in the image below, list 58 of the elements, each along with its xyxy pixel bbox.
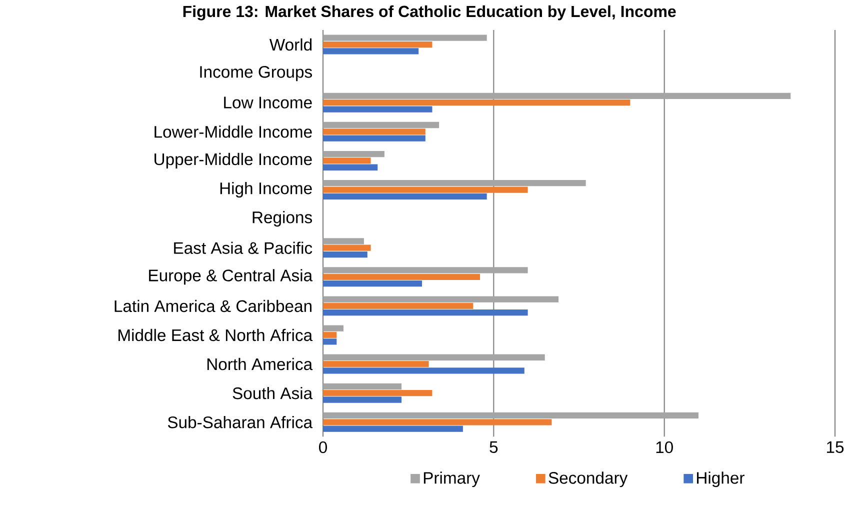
y-tick-label: Upper-Middle Income [154,152,312,168]
y-tick-label: Latin America & Caribbean [114,300,312,312]
bar [323,274,480,280]
bar [323,186,528,193]
y-tick-label: Europe & Central Asia [149,269,313,285]
bar [323,106,432,112]
y-tick-label: Low Income [224,96,312,108]
bar [323,193,487,200]
x-tick-label: 0 [319,441,327,454]
bar [323,360,429,368]
bar [323,296,559,302]
bar [323,338,337,345]
bar [323,34,487,41]
bar [323,368,524,374]
bar [323,390,432,396]
y-tick-label: East Asia & Pacific [174,242,312,254]
bar [323,164,378,170]
y-tick-label: Middle East & North Africa [118,328,313,342]
bar [323,383,402,390]
y-tick-label: Sub-Saharan Africa [168,416,313,428]
x-tick-label: 15 [827,441,844,453]
bar [323,135,426,142]
bar [323,122,440,128]
legend-label: Higher [697,472,744,488]
bar [323,426,463,432]
bar [323,280,422,287]
y-tick-label: South Asia [232,386,313,400]
bar [323,325,344,332]
bar [323,150,384,158]
legend-label: Primary [424,472,480,488]
bar [323,180,586,186]
chart-title: Figure 13: Market Shares of Catholic Education by Level, Income [183,5,676,20]
bar [323,332,337,338]
y-tick-label: High Income [220,182,312,198]
bar [323,100,630,106]
bar [323,302,474,310]
bar [323,92,791,100]
bar [323,267,528,274]
bar [323,158,371,164]
bar [323,310,528,316]
bar [323,354,545,360]
bar [323,396,402,403]
y-tick-label: Income Groups [200,66,312,82]
bar [323,412,698,419]
bar [323,128,426,135]
x-tick-label: 10 [656,441,673,454]
y-tick-label: Regions [252,211,312,227]
x-tick-label: 5 [490,441,498,453]
bar [323,244,371,251]
bar [323,419,552,426]
bar [323,48,419,54]
y-tick-label: World [269,38,312,51]
bar [323,251,368,258]
y-tick-label: Lower-Middle Income [154,126,312,138]
bar [323,41,432,48]
y-tick-label: North America [207,358,313,370]
bar [323,238,364,244]
legend-label: Secondary [548,472,628,488]
